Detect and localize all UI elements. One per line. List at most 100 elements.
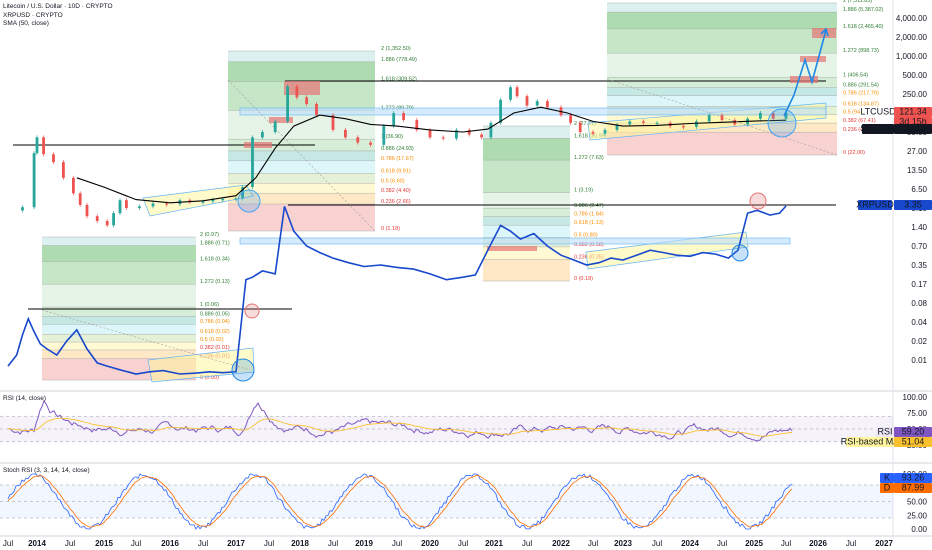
fib-zone xyxy=(607,3,837,13)
fib-level-label: 1 (3.19) xyxy=(574,188,593,194)
time-tick-label: 2024 xyxy=(681,539,699,548)
rsi-last-value: 59.20 xyxy=(902,427,925,437)
stoch-d-line xyxy=(7,474,793,528)
trend-dashed-line xyxy=(41,309,251,371)
ltc-candle xyxy=(546,101,549,108)
time-tick-label: Jul xyxy=(131,539,141,548)
time-tick-label: 2025 xyxy=(745,539,763,548)
stoch-k-line xyxy=(7,473,793,530)
sma-50-line xyxy=(76,106,787,204)
time-axis[interactable]: Jul 2014 Jul 2015 Jul 2016 Jul 2017 Jul 2018 Jul 20… xyxy=(3,539,894,548)
time-tick-label: Jul xyxy=(652,539,662,548)
fib-retracements[interactable]: 2 (0.97) 1.886 (0.71) 1.618 (0.34) 1.272 (0… xyxy=(42,0,884,381)
arrow-head-icon[interactable] xyxy=(820,27,829,37)
fib-level-label: 0.5 (6.60) xyxy=(381,178,405,184)
overlay-symbol: XRPUSD · CRYPTO xyxy=(3,11,63,19)
fib-level-label: 0.5 (94.97) xyxy=(843,110,870,116)
resistance-band xyxy=(239,107,827,116)
fib-zone xyxy=(228,160,375,174)
price-tick-label: 0.02 xyxy=(911,337,927,346)
fib-zone xyxy=(42,324,196,335)
ltc-candle xyxy=(467,129,471,135)
ltc-candle xyxy=(261,132,264,138)
time-tick-label: 2020 xyxy=(421,539,439,548)
fib-zone xyxy=(42,349,196,359)
time-tick-label: 2026 xyxy=(809,539,827,548)
ltc-channel-2016 xyxy=(142,184,254,217)
time-tick-label: 2027 xyxy=(875,539,893,548)
projection-arrow[interactable] xyxy=(783,29,827,117)
highlight-circle[interactable] xyxy=(767,108,797,138)
rsi-series-label-bg xyxy=(876,427,894,437)
fib-level-label: 0.382 (4.40) xyxy=(381,188,411,194)
ltc-candle xyxy=(720,115,724,121)
fib-zone xyxy=(42,237,196,246)
ltc-candle xyxy=(603,129,607,134)
ltc-candle xyxy=(489,122,493,138)
price-tick-label: 4,000.00 xyxy=(896,14,928,23)
fib-level-label: 0.786 (17.67) xyxy=(381,156,414,162)
rsi-last-value-bg xyxy=(894,427,932,437)
time-tick-label: 2019 xyxy=(355,539,373,548)
fib-level-label: 1.272 (7.63) xyxy=(574,155,604,161)
xrp-resistance-band xyxy=(239,237,791,245)
time-tick-label: Jul xyxy=(3,539,13,548)
supply-zone xyxy=(790,76,818,83)
indicator-label: SMA (50, close) xyxy=(3,20,49,27)
time-tick-label: Jul xyxy=(328,539,338,548)
supply-zone xyxy=(800,56,826,62)
fib-level-label: 0.886 (0.05) xyxy=(200,311,230,317)
sma-line xyxy=(76,106,787,204)
ltc-candle xyxy=(569,115,572,123)
time-tick-label: Jul xyxy=(264,539,274,548)
price-tick-label: 0.17 xyxy=(911,280,927,289)
ltc-candle xyxy=(655,122,659,125)
ltc-candle xyxy=(331,115,335,130)
rsi-ma-line xyxy=(8,417,793,437)
fib-level-label: 0.618 (1.13) xyxy=(574,220,604,226)
highlight-circle[interactable] xyxy=(231,358,255,382)
ltc-candle xyxy=(695,121,698,127)
fib-level-label: 1 (406.54) xyxy=(843,72,868,78)
fib-level-label: 0 (0.18) xyxy=(574,276,593,282)
stoch-k-last-value: 93.26 xyxy=(902,473,925,483)
fib-zone xyxy=(228,51,375,62)
sma-last-value: 89.32 xyxy=(902,124,925,134)
fib-level-label: 1.618 (0.34) xyxy=(200,256,230,262)
fib-level-label: 1.618 (2,465.40) xyxy=(843,24,884,30)
time-tick-label: 2018 xyxy=(291,539,309,548)
rsi-ma-last-value: 51.04 xyxy=(902,437,925,447)
ltc-candle xyxy=(591,132,595,134)
ltc-candle xyxy=(455,129,458,139)
highlight-circle[interactable] xyxy=(244,303,260,319)
highlight-circle[interactable] xyxy=(749,192,767,210)
annotations[interactable] xyxy=(41,27,838,382)
horizontal-lines[interactable] xyxy=(13,28,836,310)
ltc-candle xyxy=(615,124,619,130)
ltc-countdown: 3d 15h xyxy=(899,117,927,127)
sma-last-value-bg xyxy=(894,124,932,134)
fib-zone xyxy=(607,95,837,107)
time-tick-label: 2022 xyxy=(552,539,570,548)
time-tick-label: 2017 xyxy=(227,539,245,548)
price-axis[interactable]: 4,000.002,000.001,000.00500.00250.00120.… xyxy=(896,14,928,365)
ltc-candle xyxy=(402,113,405,121)
fib-zone xyxy=(42,261,196,285)
time-tick-label: Jul xyxy=(781,539,791,548)
highlight-circle[interactable] xyxy=(731,244,749,262)
ltc-candle xyxy=(415,120,419,130)
fib-level-label: 1.272 (898.73) xyxy=(843,48,879,54)
fib-level-label: 0.618 (0.02) xyxy=(200,329,230,335)
stoch-title: Stoch RSI (3, 3, 14, 14, close) xyxy=(3,467,90,474)
fib-zone xyxy=(42,245,196,262)
ltc-candle xyxy=(315,103,318,116)
price-tick-label: 250.00 xyxy=(903,90,928,99)
ltc-candle xyxy=(72,177,75,194)
fib-level-label: 0.382 (0.01) xyxy=(200,345,230,351)
fib-zone xyxy=(607,132,837,155)
supply-zone xyxy=(487,246,537,251)
highlight-circle[interactable] xyxy=(237,189,261,213)
